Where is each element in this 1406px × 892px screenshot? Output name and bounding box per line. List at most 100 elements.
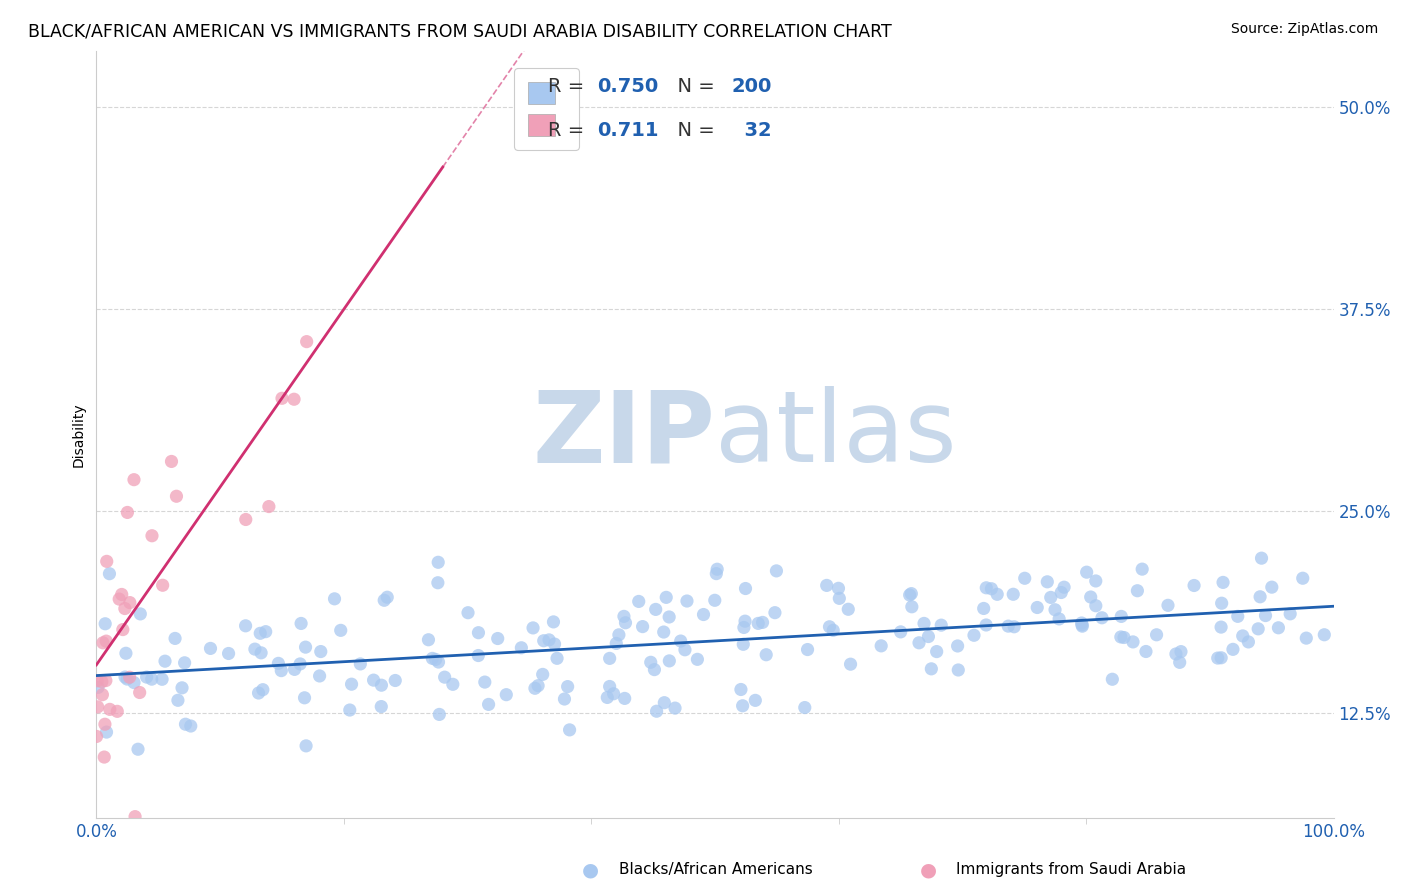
Point (271, 392, 294, 406)
Point (676, 594, 699, 608)
Text: 0.711: 0.711 (598, 121, 659, 140)
Point (283, 392, 305, 407)
Point (692, 607, 714, 622)
Point (118, 596, 141, 610)
Point (1250, 551, 1272, 566)
Point (596, 690, 619, 705)
Point (150, 673, 173, 687)
Point (1211, 596, 1233, 610)
Text: Immigrants from Saudi Arabia: Immigrants from Saudi Arabia (956, 863, 1187, 877)
Point (375, 591, 398, 605)
Point (86, 730, 108, 744)
Point (1267, 621, 1289, 635)
Point (141, 529, 163, 543)
Text: atlas: atlas (714, 386, 956, 483)
Legend: , : , (515, 68, 578, 150)
Point (105, 704, 128, 718)
Point (1279, 607, 1302, 621)
Point (1295, 631, 1317, 645)
Point (658, 610, 681, 624)
Point (553, 692, 575, 706)
Point (1053, 580, 1076, 594)
Point (558, 723, 581, 737)
Point (652, 625, 675, 640)
Text: N =: N = (665, 78, 721, 96)
Point (283, 662, 305, 676)
Point (309, 644, 332, 658)
Point (733, 620, 755, 634)
Point (370, 699, 392, 714)
Point (531, 667, 554, 681)
Point (734, 614, 756, 628)
Point (1237, 635, 1260, 649)
Point (96, 725, 118, 739)
Point (418, 632, 440, 647)
Point (252, 682, 274, 697)
Point (1206, 651, 1229, 665)
Point (427, 655, 450, 669)
Point (254, 624, 277, 639)
Point (870, 639, 893, 653)
Point (96, 554, 118, 568)
Point (828, 591, 851, 606)
Point (384, 673, 406, 688)
Text: BLACK/AFRICAN AMERICAN VS IMMIGRANTS FROM SAUDI ARABIA DISABILITY CORRELATION CH: BLACK/AFRICAN AMERICAN VS IMMIGRANTS FRO… (28, 22, 891, 40)
Point (731, 698, 754, 713)
Point (510, 640, 533, 655)
Point (1002, 587, 1025, 601)
Point (1292, 571, 1315, 585)
Point (433, 670, 456, 684)
Point (522, 621, 544, 635)
Point (180, 719, 202, 733)
Point (1109, 630, 1132, 644)
Point (640, 655, 662, 669)
Point (270, 664, 292, 678)
Point (1226, 609, 1249, 624)
Point (900, 586, 922, 600)
Point (111, 623, 134, 637)
Point (763, 606, 786, 620)
Point (730, 682, 752, 697)
Text: ●: ● (582, 860, 599, 880)
Point (974, 618, 997, 632)
Point (98, 702, 121, 716)
Point (457, 606, 479, 620)
Text: ZIP: ZIP (531, 386, 714, 483)
Point (340, 677, 363, 691)
Point (627, 594, 650, 608)
Point (166, 489, 188, 503)
Point (160, 454, 183, 468)
Point (94, 616, 117, 631)
Point (929, 618, 952, 632)
Point (1212, 575, 1234, 590)
Point (114, 670, 136, 684)
Point (308, 669, 330, 683)
Point (605, 636, 627, 650)
Point (127, 742, 149, 756)
Point (349, 657, 371, 671)
Point (117, 505, 139, 519)
Point (339, 703, 361, 717)
Point (288, 657, 311, 671)
Point (1070, 615, 1092, 630)
Point (122, 473, 145, 487)
Point (980, 582, 1002, 596)
Point (1050, 585, 1073, 599)
Point (478, 698, 501, 712)
Point (527, 679, 550, 693)
Point (523, 681, 546, 696)
Point (1084, 599, 1107, 613)
Y-axis label: Disability: Disability (72, 402, 86, 467)
Point (839, 657, 862, 672)
Text: 0.750: 0.750 (598, 78, 658, 96)
Point (543, 615, 565, 629)
Point (645, 704, 668, 718)
Point (755, 648, 778, 662)
Point (1254, 608, 1277, 623)
Point (94, 673, 117, 688)
Point (613, 609, 636, 624)
Point (91, 636, 114, 650)
Point (1211, 650, 1233, 665)
Point (165, 632, 187, 646)
Point (946, 639, 969, 653)
